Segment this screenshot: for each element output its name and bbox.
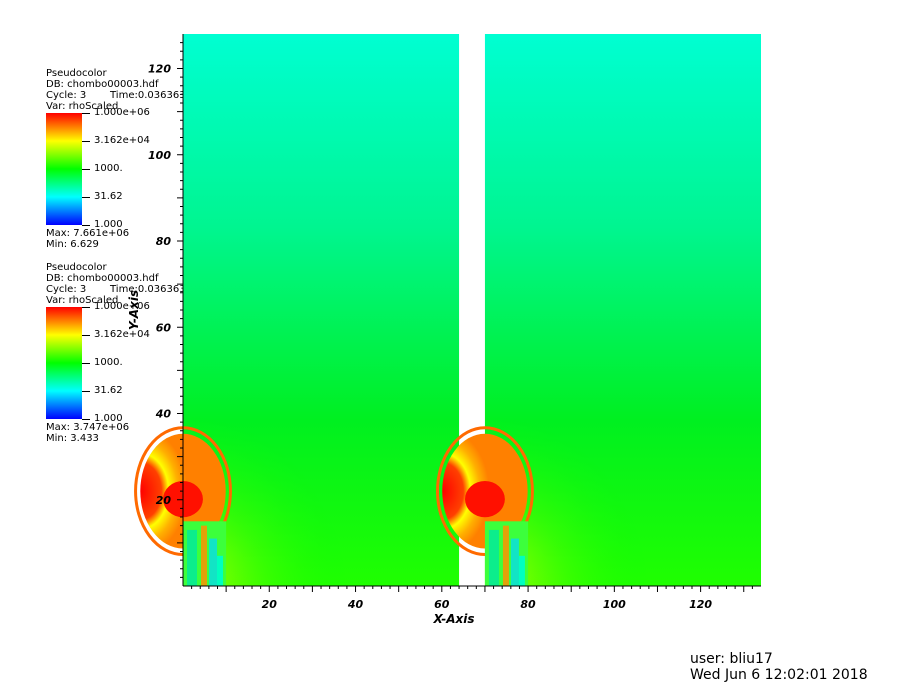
stem-tip: [518, 555, 525, 586]
jet-stem: [183, 521, 227, 586]
colorbar-tick: [82, 141, 90, 142]
x-tick-label: 60: [434, 598, 450, 611]
colorbar-tick: [82, 335, 90, 336]
footer-date: Wed Jun 6 12:02:01 2018: [690, 667, 868, 683]
jet-stem: [484, 521, 529, 586]
legend-db: DB: chombo00003.hdf: [46, 79, 159, 90]
colorbar-tick: [82, 169, 90, 170]
stem-tip: [217, 555, 223, 586]
shell-core: [465, 481, 505, 518]
stem-cyan: [187, 529, 197, 586]
colorbar-tick-label: 1.000: [94, 219, 123, 230]
colorbar-tick: [82, 307, 90, 308]
legend-cycle: Cycle: 3: [46, 284, 87, 295]
colorbar-legend-1: Pseudocolor DB: chombo00003.hdf Cycle: 3…: [46, 68, 192, 250]
colorbar-tick-label: 1000.: [94, 163, 123, 174]
x-tick-label: 40: [347, 598, 364, 611]
footer-user: user: bliu17: [690, 651, 773, 667]
colorbar-tick: [82, 197, 90, 198]
colorbar-tick-label: 1.000e+06: [94, 301, 150, 312]
heatmap-panel-1: [134, 34, 460, 586]
x-tick-label: 120: [689, 598, 712, 611]
legend-plot-type: Pseudocolor: [46, 262, 107, 273]
legend-plot-type: Pseudocolor: [46, 68, 107, 79]
colorbar: [46, 307, 82, 419]
blast-shell: [435, 426, 534, 557]
x-tick-label: 20: [262, 598, 278, 611]
colorbar-legend-2: Pseudocolor DB: chombo00003.hdf Cycle: 3…: [46, 262, 192, 444]
stem-blue: [510, 538, 519, 586]
stem-blue: [209, 538, 217, 586]
heatmap-panel-2: [435, 34, 761, 586]
colorbar-tick-label: 31.62: [94, 191, 123, 202]
x-tick-label: 80: [520, 598, 536, 611]
y-tick-label: 60: [156, 321, 172, 334]
colorbar-tick: [82, 391, 90, 392]
stem-orange: [502, 525, 509, 586]
colorbar-tick: [82, 363, 90, 364]
y-tick-label: 100: [148, 149, 171, 162]
x-tick-label: 100: [603, 598, 626, 611]
legend-max: Max: 3.747e+06: [46, 422, 130, 433]
legend-cycle: Cycle: 3: [46, 90, 87, 101]
legend-var: Var: rhoScaled: [46, 101, 119, 112]
colorbar: [46, 113, 82, 225]
y-axis-title: Y-Axis: [127, 290, 141, 330]
legend-time: Time:0.0363636: [110, 284, 192, 295]
colorbar-tick-label: 1.000: [94, 413, 123, 424]
colorbar-tick: [82, 225, 90, 226]
y-tick-label: 20: [156, 494, 172, 507]
legend-var: Var: rhoScaled: [46, 295, 119, 306]
x-axis-title: X-Axis: [432, 612, 474, 626]
colorbar-tick-label: 1.000e+06: [94, 107, 150, 118]
colorbar-tick-label: 3.162e+04: [94, 329, 150, 340]
colorbar-tick-label: 1000.: [94, 357, 123, 368]
legend-db: DB: chombo00003.hdf: [46, 273, 159, 284]
colorbar-tick-label: 3.162e+04: [94, 135, 150, 146]
legend-max: Max: 7.661e+06: [46, 228, 130, 239]
y-tick-label: 80: [156, 235, 172, 248]
legend-min: Min: 6.629: [46, 239, 99, 250]
stem-cyan: [488, 529, 499, 586]
colorbar-tick: [82, 419, 90, 420]
legend-time: Time:0.0363636: [110, 90, 192, 101]
legend-min: Min: 3.433: [46, 433, 99, 444]
y-tick-label: 120: [148, 63, 171, 76]
stem-orange: [201, 525, 207, 586]
colorbar-tick-label: 31.62: [94, 385, 123, 396]
y-tick-label: 40: [155, 408, 172, 421]
colorbar-tick: [82, 113, 90, 114]
